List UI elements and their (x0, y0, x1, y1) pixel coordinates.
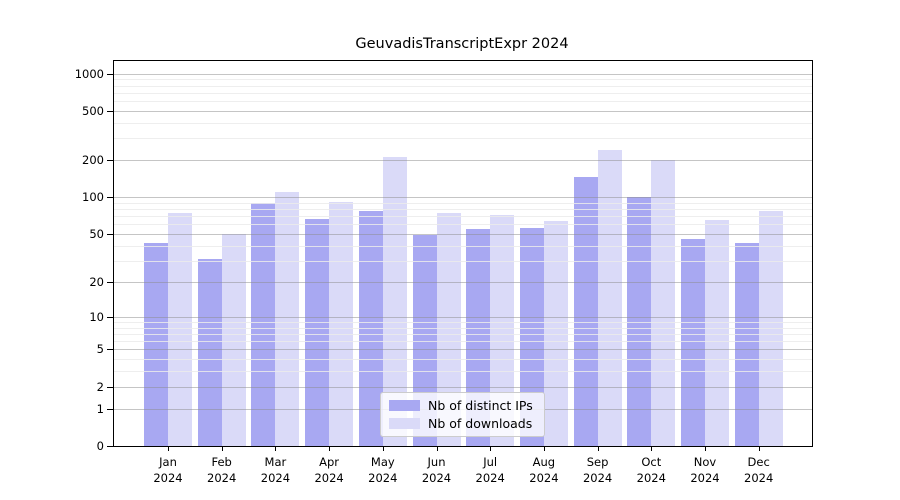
bar-distinct-ips (251, 202, 276, 446)
legend-label: Nb of distinct IPs (428, 398, 533, 413)
minor-gridline (114, 224, 812, 226)
minor-gridline (114, 85, 812, 87)
bar-distinct-ips (305, 219, 330, 446)
bar-distinct-ips (627, 197, 652, 446)
major-gridline (114, 386, 812, 388)
minor-gridline (114, 371, 812, 373)
y-tick-label: 10 (89, 309, 104, 324)
x-tick-mark (329, 446, 331, 451)
minor-gridline (114, 79, 812, 81)
major-gridline (114, 111, 812, 112)
x-tick-mark (436, 446, 438, 451)
bar-distinct-ips (144, 243, 168, 446)
y-tick-label: 1000 (74, 66, 104, 81)
x-tick-label: Feb 2024 (207, 455, 237, 485)
y-tick-mark (107, 234, 113, 236)
bar-distinct-ips (573, 177, 598, 446)
y-tick-label: 0 (96, 439, 104, 453)
minor-gridline (114, 202, 812, 204)
y-tick-mark (107, 281, 113, 283)
bar-downloads (221, 234, 246, 446)
x-tick-label: Sep 2024 (582, 455, 613, 485)
major-gridline (114, 316, 812, 318)
y-tick-label: 100 (82, 190, 104, 205)
bar-downloads (705, 220, 729, 446)
x-tick-label: Jun 2024 (421, 455, 452, 485)
y-tick-mark (107, 197, 113, 199)
x-tick-mark (275, 446, 277, 451)
y-tick-label: 5 (96, 342, 104, 357)
y-tick-label: 200 (82, 153, 104, 168)
bar-downloads (329, 201, 354, 446)
legend-item-distinct-ips: Nb of distinct IPs (389, 398, 533, 413)
y-tick-label: 50 (89, 227, 104, 242)
bar-distinct-ips (681, 238, 705, 446)
y-tick-mark (107, 408, 113, 410)
x-tick-mark (543, 446, 545, 451)
major-gridline (114, 281, 812, 283)
legend-label: Nb of downloads (428, 416, 533, 431)
x-tick-label: Nov 2024 (690, 455, 720, 485)
minor-gridline (114, 138, 812, 140)
minor-gridline (114, 245, 812, 247)
minor-gridline (114, 260, 812, 262)
x-tick-mark (221, 446, 223, 451)
chart-title: GeuvadisTranscriptExpr 2024 (355, 36, 569, 52)
y-tick-mark (107, 73, 113, 75)
y-tick-label: 2 (96, 379, 104, 394)
minor-gridline (114, 92, 812, 94)
bar-downloads (597, 150, 622, 446)
bar-distinct-ips (197, 259, 222, 446)
bar-downloads (543, 221, 568, 446)
y-tick-mark (107, 160, 113, 162)
minor-gridline (114, 327, 812, 329)
legend-item-downloads: Nb of downloads (389, 416, 533, 431)
y-tick-label: 1 (96, 401, 104, 416)
x-tick-mark (705, 446, 706, 451)
minor-gridline (114, 333, 812, 335)
legend: Nb of distinct IPs Nb of downloads (380, 392, 545, 437)
minor-gridline (114, 321, 812, 323)
x-tick-label: Oct 2024 (636, 455, 666, 485)
bar-downloads (651, 160, 676, 446)
major-gridline (114, 197, 812, 199)
x-tick-mark (597, 446, 599, 451)
minor-gridline (114, 359, 812, 361)
x-tick-label: May 2024 (368, 455, 398, 485)
minor-gridline (114, 122, 812, 124)
minor-gridline (114, 101, 812, 103)
legend-swatch-distinct-ips (389, 400, 420, 411)
x-tick-mark (651, 446, 653, 451)
x-tick-mark (490, 446, 492, 451)
y-tick-mark (107, 386, 113, 388)
minor-gridline (114, 209, 812, 211)
y-tick-mark (107, 349, 113, 351)
x-tick-mark (758, 446, 760, 451)
minor-gridline (114, 341, 812, 343)
x-tick-label: Dec 2024 (744, 455, 774, 485)
major-gridline (114, 234, 812, 236)
y-tick-label: 20 (89, 274, 104, 289)
plot-area: Nb of distinct IPs Nb of downloads Jan 2… (75, 60, 813, 485)
bar-distinct-ips (734, 243, 759, 446)
x-tick-label: Mar 2024 (260, 455, 291, 485)
y-tick-label: 500 (82, 104, 104, 118)
x-tick-label: Jul 2024 (475, 455, 505, 485)
x-tick-label: Aug 2024 (529, 455, 559, 485)
x-tick-mark (168, 446, 169, 451)
x-tick-label: Jan 2024 (153, 455, 183, 485)
bar-downloads (168, 212, 192, 446)
x-tick-label: Apr 2024 (314, 455, 344, 485)
major-gridline (114, 160, 812, 162)
x-tick-mark (382, 446, 384, 451)
major-gridline (114, 349, 812, 351)
y-tick-mark (107, 316, 113, 318)
y-tick-mark (107, 446, 113, 447)
major-gridline (114, 73, 812, 75)
legend-swatch-downloads (389, 418, 420, 429)
minor-gridline (114, 216, 812, 218)
y-tick-mark (107, 111, 113, 112)
